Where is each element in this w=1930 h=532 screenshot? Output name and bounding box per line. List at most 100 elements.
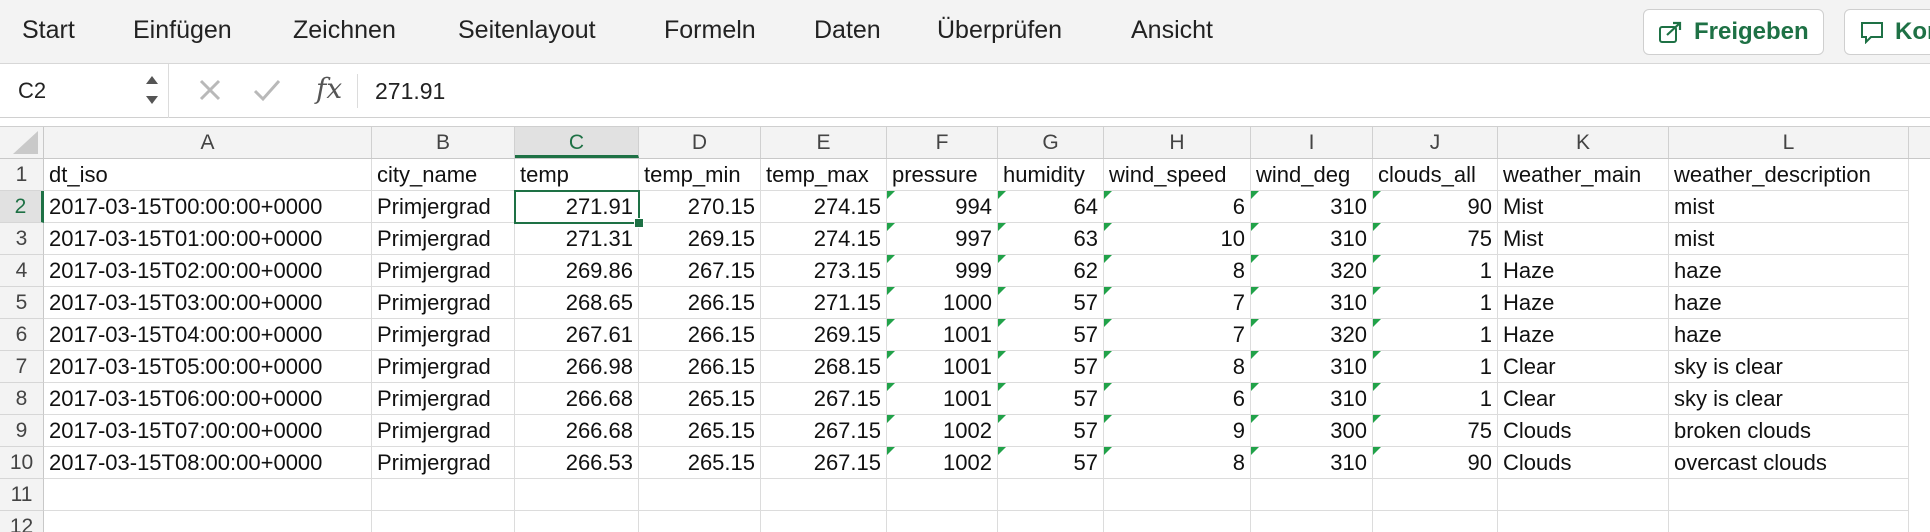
row-header-9[interactable]: 9 [0, 415, 44, 447]
cell-g5[interactable]: 57 [998, 287, 1104, 319]
cell-f2[interactable]: 994 [887, 191, 998, 223]
column-header-l[interactable]: L [1669, 127, 1909, 158]
cell-j8[interactable]: 1 [1373, 383, 1498, 415]
cell-e12[interactable] [761, 511, 887, 532]
cell-e7[interactable]: 268.15 [761, 351, 887, 383]
row-header-5[interactable]: 5 [0, 287, 44, 319]
tab-zeichnen[interactable]: Zeichnen [293, 16, 396, 44]
cell-h1[interactable]: wind_speed [1104, 159, 1251, 191]
cell-a11[interactable] [44, 479, 372, 511]
tab-start[interactable]: Start [22, 16, 75, 44]
cell-a7[interactable]: 2017-03-15T05:00:00+0000 [44, 351, 372, 383]
cell-g8[interactable]: 57 [998, 383, 1104, 415]
cell-g3[interactable]: 63 [998, 223, 1104, 255]
cell-a1[interactable]: dt_iso [44, 159, 372, 191]
cell-k2[interactable]: Mist [1498, 191, 1669, 223]
cell-b2[interactable]: Primjergrad [372, 191, 515, 223]
cell-j12[interactable] [1373, 511, 1498, 532]
cell-h2[interactable]: 6 [1104, 191, 1251, 223]
cell-l8[interactable]: sky is clear [1669, 383, 1909, 415]
fill-handle[interactable] [634, 218, 644, 228]
cell-h4[interactable]: 8 [1104, 255, 1251, 287]
cell-f1[interactable]: pressure [887, 159, 998, 191]
cancel-icon[interactable] [196, 75, 224, 105]
cell-f4[interactable]: 999 [887, 255, 998, 287]
column-header-g[interactable]: G [998, 127, 1104, 158]
cell-f8[interactable]: 1001 [887, 383, 998, 415]
cell-b10[interactable]: Primjergrad [372, 447, 515, 479]
cell-j2[interactable]: 90 [1373, 191, 1498, 223]
cell-i5[interactable]: 310 [1251, 287, 1373, 319]
name-box-stepper-icon[interactable] [142, 70, 162, 110]
tab-seitenlayout[interactable]: Seitenlayout [458, 16, 596, 44]
cell-b6[interactable]: Primjergrad [372, 319, 515, 351]
tab-einfuegen[interactable]: Einfügen [133, 16, 232, 44]
cell-a9[interactable]: 2017-03-15T07:00:00+0000 [44, 415, 372, 447]
cell-k1[interactable]: weather_main [1498, 159, 1669, 191]
cell-f6[interactable]: 1001 [887, 319, 998, 351]
cell-l9[interactable]: broken clouds [1669, 415, 1909, 447]
cell-a5[interactable]: 2017-03-15T03:00:00+0000 [44, 287, 372, 319]
cell-a6[interactable]: 2017-03-15T04:00:00+0000 [44, 319, 372, 351]
cell-g6[interactable]: 57 [998, 319, 1104, 351]
cell-e2[interactable]: 274.15 [761, 191, 887, 223]
cell-b11[interactable] [372, 479, 515, 511]
cell-c11[interactable] [515, 479, 639, 511]
cell-h3[interactable]: 10 [1104, 223, 1251, 255]
cell-f3[interactable]: 997 [887, 223, 998, 255]
cell-d9[interactable]: 265.15 [639, 415, 761, 447]
cell-h7[interactable]: 8 [1104, 351, 1251, 383]
cell-c8[interactable]: 266.68 [515, 383, 639, 415]
row-header-8[interactable]: 8 [0, 383, 44, 415]
cell-a10[interactable]: 2017-03-15T08:00:00+0000 [44, 447, 372, 479]
cell-k9[interactable]: Clouds [1498, 415, 1669, 447]
cell-d6[interactable]: 266.15 [639, 319, 761, 351]
cell-d7[interactable]: 266.15 [639, 351, 761, 383]
cell-j1[interactable]: clouds_all [1373, 159, 1498, 191]
column-header-k[interactable]: K [1498, 127, 1669, 158]
cell-b7[interactable]: Primjergrad [372, 351, 515, 383]
cell-g2[interactable]: 64 [998, 191, 1104, 223]
cell-i3[interactable]: 310 [1251, 223, 1373, 255]
cell-i6[interactable]: 320 [1251, 319, 1373, 351]
cell-c10[interactable]: 266.53 [515, 447, 639, 479]
share-button[interactable]: Freigeben [1643, 9, 1824, 55]
cell-c12[interactable] [515, 511, 639, 532]
row-header-11[interactable]: 11 [0, 479, 44, 511]
cell-i11[interactable] [1251, 479, 1373, 511]
cell-j9[interactable]: 75 [1373, 415, 1498, 447]
cell-g9[interactable]: 57 [998, 415, 1104, 447]
comments-button[interactable]: Kommentare [1844, 9, 1930, 55]
select-all-corner[interactable] [0, 127, 44, 159]
cell-h5[interactable]: 7 [1104, 287, 1251, 319]
cell-b5[interactable]: Primjergrad [372, 287, 515, 319]
cell-e1[interactable]: temp_max [761, 159, 887, 191]
cell-k11[interactable] [1498, 479, 1669, 511]
row-header-1[interactable]: 1 [0, 159, 44, 191]
cell-k6[interactable]: Haze [1498, 319, 1669, 351]
column-header-h[interactable]: H [1104, 127, 1251, 158]
formula-input[interactable]: 271.91 [375, 78, 446, 104]
row-header-7[interactable]: 7 [0, 351, 44, 383]
cell-k5[interactable]: Haze [1498, 287, 1669, 319]
cell-d5[interactable]: 266.15 [639, 287, 761, 319]
cell-d2[interactable]: 270.15 [639, 191, 761, 223]
cell-a4[interactable]: 2017-03-15T02:00:00+0000 [44, 255, 372, 287]
cell-l3[interactable]: mist [1669, 223, 1909, 255]
cell-g7[interactable]: 57 [998, 351, 1104, 383]
cell-k8[interactable]: Clear [1498, 383, 1669, 415]
row-header-6[interactable]: 6 [0, 319, 44, 351]
cell-e5[interactable]: 271.15 [761, 287, 887, 319]
cell-d4[interactable]: 267.15 [639, 255, 761, 287]
cell-d1[interactable]: temp_min [639, 159, 761, 191]
column-header-a[interactable]: A [44, 127, 372, 158]
cell-l4[interactable]: haze [1669, 255, 1909, 287]
cell-k7[interactable]: Clear [1498, 351, 1669, 383]
tab-ansicht[interactable]: Ansicht [1131, 16, 1213, 44]
cell-e3[interactable]: 274.15 [761, 223, 887, 255]
cell-b12[interactable] [372, 511, 515, 532]
cell-i2[interactable]: 310 [1251, 191, 1373, 223]
cell-e6[interactable]: 269.15 [761, 319, 887, 351]
cell-a12[interactable] [44, 511, 372, 532]
cell-d11[interactable] [639, 479, 761, 511]
